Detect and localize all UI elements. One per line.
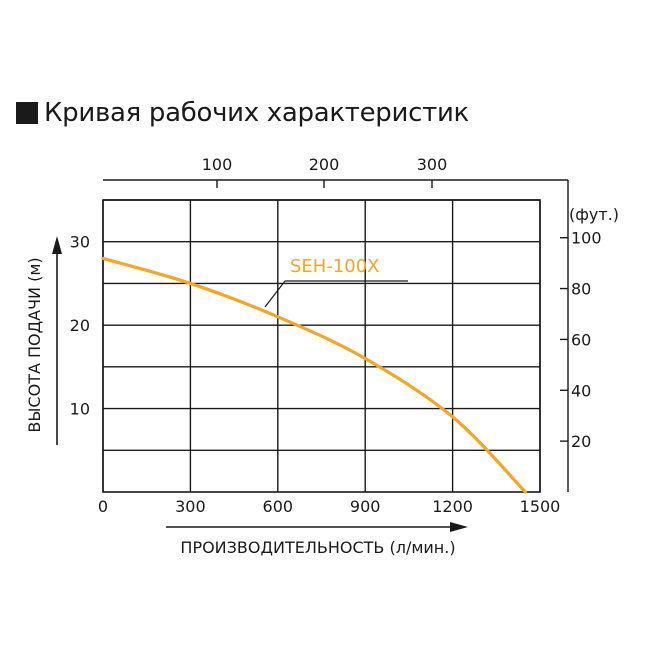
- y-tick-label: 10: [70, 400, 90, 419]
- chart-title: Кривая рабочих характеристик: [44, 98, 469, 128]
- series-label-leader: [264, 280, 286, 308]
- x-tick-label: 1200: [432, 497, 473, 516]
- x-tick-label: 1500: [520, 497, 561, 516]
- secondary-y-unit-label: (фут.): [569, 205, 619, 224]
- plot-frame: [102, 199, 541, 493]
- x-tick-label: 300: [175, 497, 206, 516]
- secondary-x-tick-label: 200: [309, 155, 340, 174]
- secondary-y-tick-label: 40: [571, 381, 591, 400]
- x-tick-label: 900: [350, 497, 381, 516]
- y-tick-label: 30: [70, 233, 90, 252]
- series-label: SEH-100X: [290, 256, 380, 277]
- secondary-x-tick-label: 300: [417, 155, 448, 174]
- x-axis-title: ПРОИЗВОДИТЕЛЬНОСТЬ (л/мин.): [180, 538, 455, 557]
- y-tick-label: 20: [70, 316, 90, 335]
- series-line-seh-100x: [101, 256, 528, 494]
- secondary-y-tick-label: 20: [571, 432, 591, 451]
- chart-title-row: Кривая рабочих характеристик: [16, 96, 469, 130]
- title-bullet-square: [16, 102, 38, 124]
- secondary-y-tick-label: 60: [571, 330, 591, 349]
- x-tick-label: 600: [263, 497, 294, 516]
- secondary-x-tick-label: 100: [202, 155, 233, 174]
- y-axis-arrow-head: [52, 236, 62, 254]
- x-tick-label: 0: [98, 497, 108, 516]
- secondary-y-tick-label: 100: [571, 229, 602, 248]
- x-axis-arrow-head: [450, 522, 468, 532]
- secondary-y-tick-label: 80: [571, 280, 591, 299]
- y-axis-title: ВЫСОТА ПОДАЧИ (м): [25, 257, 44, 432]
